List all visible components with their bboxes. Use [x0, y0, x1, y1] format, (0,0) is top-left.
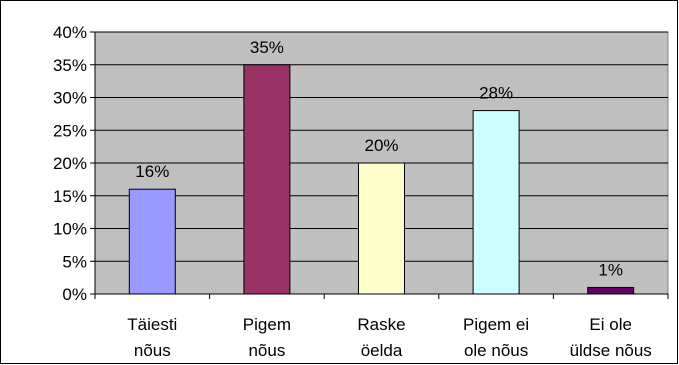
x-category-label: Pigem ei	[463, 315, 529, 334]
data-label: 16%	[135, 162, 169, 181]
x-category-label: öelda	[361, 341, 403, 360]
y-tick-label: 5%	[62, 252, 87, 271]
y-tick-label: 0%	[62, 285, 87, 304]
data-label: 28%	[479, 84, 513, 103]
x-category-label: ole nõus	[464, 341, 528, 360]
x-category-label: nõus	[248, 341, 285, 360]
y-tick-label: 20%	[53, 154, 87, 173]
axes	[90, 31, 669, 299]
data-label: 1%	[598, 260, 623, 279]
y-tick-label: 30%	[53, 89, 87, 108]
x-category-label: üldse nõus	[570, 341, 652, 360]
x-category-label: Ei ole	[589, 315, 632, 334]
y-tick-label: 10%	[53, 220, 87, 239]
x-category-label: Täiesti	[127, 315, 177, 334]
bar	[243, 64, 291, 295]
x-category-label: Pigem	[243, 315, 291, 334]
bar	[472, 110, 520, 295]
bar	[587, 286, 635, 295]
x-category-label: nõus	[134, 341, 171, 360]
y-tick-label: 40%	[53, 23, 87, 42]
y-tick-label: 35%	[53, 56, 87, 75]
y-tick-label: 25%	[53, 121, 87, 140]
y-tick-label: 15%	[53, 187, 87, 206]
labels: 0% 5% 10% 15% 20% 25% 30% 35% 40% 16% Täiesti nõus 3…	[53, 23, 652, 360]
data-label: 35%	[250, 38, 284, 57]
bar	[128, 188, 176, 295]
bars	[128, 64, 635, 295]
data-label: 20%	[364, 136, 398, 155]
x-category-label: Raske	[357, 315, 405, 334]
bar	[358, 162, 405, 295]
